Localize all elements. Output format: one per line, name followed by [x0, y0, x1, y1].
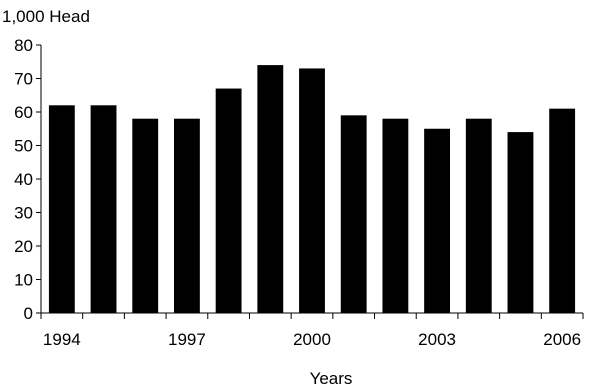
bar-1999 [257, 65, 284, 313]
bar-2004 [465, 118, 492, 313]
bar-1997 [174, 118, 200, 313]
bar-1998 [215, 88, 242, 313]
bar-2006 [549, 108, 576, 314]
x-axis: 1994 1997 2000 2003 2006 [40, 312, 584, 349]
bars-group [48, 65, 576, 314]
bar-2001 [340, 115, 367, 313]
y-tick-label-60: 60 [14, 103, 33, 122]
bar-2003 [424, 128, 450, 313]
y-axis-unit-label: 1,000 Head [2, 7, 90, 26]
y-tick-label-30: 30 [14, 204, 33, 223]
bar-2002 [382, 118, 409, 313]
bar-1995 [90, 105, 117, 313]
x-tick-label-1994: 1994 [43, 330, 81, 349]
bar-1994 [48, 105, 75, 313]
y-tick-label-0: 0 [24, 304, 33, 323]
y-tick-label-40: 40 [14, 170, 33, 189]
y-tick-label-50: 50 [14, 137, 33, 156]
bar-1996 [132, 118, 159, 313]
bar-2005 [507, 132, 534, 313]
x-tick-label-2000: 2000 [293, 330, 331, 349]
y-tick-label-20: 20 [14, 237, 33, 256]
bar-2000 [299, 68, 325, 313]
y-tick-label-10: 10 [14, 271, 33, 290]
y-axis: 0 10 20 30 40 50 60 70 80 [14, 36, 42, 323]
x-tick-label-2006: 2006 [543, 330, 581, 349]
y-tick-label-70: 70 [14, 70, 33, 89]
x-tick-label-2003: 2003 [418, 330, 456, 349]
y-tick-label-80: 80 [14, 36, 33, 55]
x-axis-title: Years [310, 369, 353, 388]
x-tick-label-1997: 1997 [168, 330, 206, 349]
